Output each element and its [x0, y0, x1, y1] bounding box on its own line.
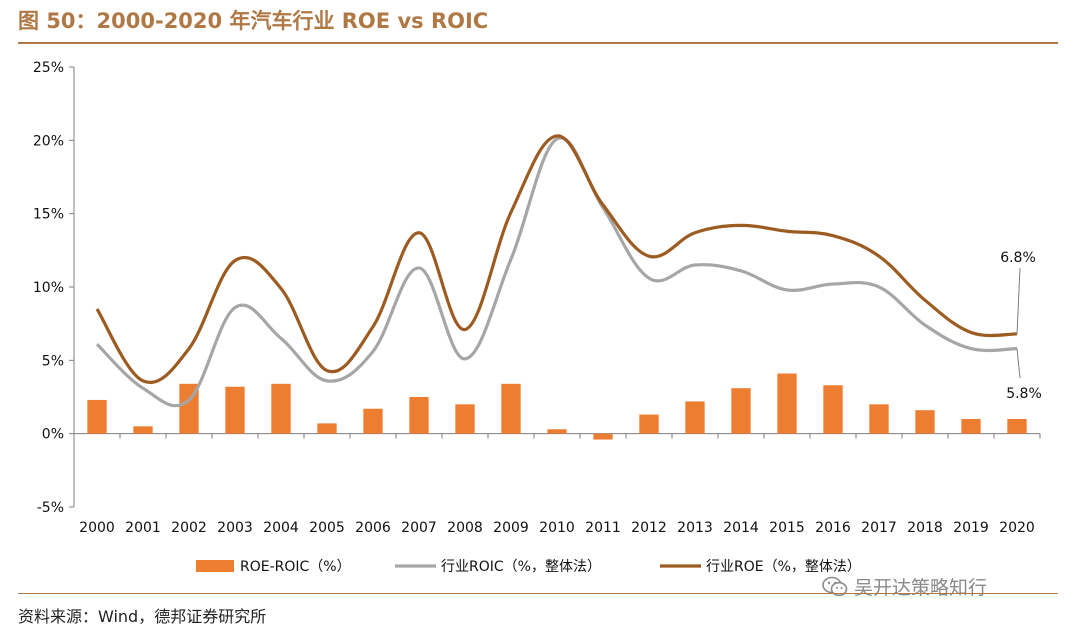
x-tick-label: 2020 — [999, 520, 1035, 536]
x-tick-label: 2017 — [861, 520, 897, 536]
x-tick-label: 2008 — [447, 520, 483, 536]
chart-title: 图 50：2000-2020 年汽车行业 ROE vs ROIC — [18, 9, 489, 33]
x-tick-label: 2007 — [401, 520, 437, 536]
annotation-roe-2020: 6.8% — [1000, 250, 1036, 266]
bar-roe-roic — [731, 388, 751, 434]
x-tick-label: 2000 — [79, 520, 115, 536]
annotation-roic-2020: 5.8% — [1006, 386, 1042, 402]
bar-roe-roic — [869, 404, 889, 434]
y-tick-label: 10% — [33, 280, 64, 296]
watermark-text: 吴开达策略知行 — [854, 577, 988, 599]
source-note: 资料来源：Wind，德邦证券研究所 — [18, 607, 267, 626]
x-tick-label: 2018 — [907, 520, 943, 536]
bar-roe-roic — [639, 414, 659, 434]
chart-legend: ROE-ROIC（%） 行业ROIC（%，整体法） 行业ROE（%，整体法） — [196, 559, 861, 575]
data-annotations: 6.8% 5.8% — [1000, 250, 1042, 402]
x-tick-label: 2005 — [309, 520, 345, 536]
y-tick-label: 0% — [42, 427, 64, 443]
bar-roe-roic — [961, 419, 981, 434]
y-tick-label: 15% — [33, 207, 64, 223]
y-tick-label: -5% — [37, 500, 64, 516]
y-tick-label: 20% — [33, 133, 64, 149]
bar-roe-roic — [317, 423, 337, 434]
line-series — [95, 134, 1018, 408]
x-tick-label: 2012 — [631, 520, 667, 536]
legend-label-roe: 行业ROE（%，整体法） — [706, 559, 861, 575]
x-tick-label: 2006 — [355, 520, 391, 536]
x-tick-label: 2011 — [585, 520, 621, 536]
legend-swatch-bar — [196, 560, 234, 572]
y-tick-labels: -5% 0% 5% 10% 15% 20% 25% — [33, 60, 64, 516]
wechat-icon — [822, 576, 848, 596]
x-tick-label: 2001 — [125, 520, 161, 536]
bar-series — [87, 373, 1027, 440]
y-tick-label: 5% — [42, 353, 64, 369]
x-tick-label: 2004 — [263, 520, 299, 536]
bar-roe-roic — [363, 408, 383, 434]
bar-roe-roic — [547, 429, 567, 434]
x-tick-label: 2015 — [769, 520, 805, 536]
bar-roe-roic — [823, 385, 843, 434]
legend-label-roe-roic: ROE-ROIC（%） — [240, 559, 351, 575]
line-roic — [95, 136, 1018, 408]
line-roe — [95, 134, 1018, 384]
x-tick-label: 2014 — [723, 520, 759, 536]
bar-roe-roic — [593, 433, 613, 440]
watermark: 吴开达策略知行 — [822, 573, 987, 600]
chart-axes — [69, 66, 1041, 508]
legend-label-roic: 行业ROIC（%，整体法） — [441, 559, 601, 575]
x-tick-labels: 2000 2001 2002 2003 2004 2005 2006 2007 2008 2009… — [79, 520, 1035, 536]
callout-line-roic — [1016, 348, 1021, 379]
bar-roe-roic — [1007, 419, 1027, 434]
y-tick-label: 25% — [33, 60, 64, 76]
bar-roe-roic — [87, 399, 107, 434]
bar-roe-roic — [915, 410, 935, 434]
bar-roe-roic — [225, 386, 245, 434]
bar-roe-roic — [409, 397, 429, 434]
x-tick-label: 2013 — [677, 520, 713, 536]
bar-roe-roic — [685, 401, 705, 434]
x-tick-label: 2010 — [539, 520, 575, 536]
x-tick-label: 2019 — [953, 520, 989, 536]
title-underline — [18, 42, 1058, 44]
x-tick-label: 2009 — [493, 520, 529, 536]
bar-roe-roic — [455, 404, 475, 434]
footer-divider — [18, 593, 1058, 594]
callout-line-roe — [1016, 267, 1021, 334]
bar-roe-roic — [133, 426, 153, 434]
x-tick-label: 2003 — [217, 520, 253, 536]
bar-roe-roic — [777, 373, 797, 434]
bar-roe-roic — [501, 383, 521, 434]
x-tick-label: 2016 — [815, 520, 851, 536]
x-tick-label: 2002 — [171, 520, 207, 536]
bar-roe-roic — [271, 383, 291, 434]
